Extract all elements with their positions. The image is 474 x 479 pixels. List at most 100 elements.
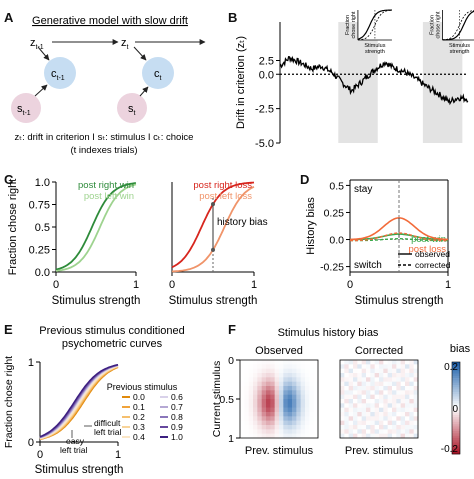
f-heatmap-cell [409, 381, 414, 387]
x-tick-label: 1 [251, 279, 257, 291]
f-heatmap-cell [370, 433, 375, 439]
f-heatmap-cell [261, 373, 267, 378]
f-colorbar-label: bias [450, 343, 471, 355]
f-heatmap-cell [353, 373, 358, 378]
f-heatmap-cell [405, 394, 410, 400]
f-colorbar-tick-label: 0 [452, 404, 458, 415]
f-colorbar-cell [452, 408, 460, 411]
f-heatmap-cell [400, 403, 406, 408]
f-heatmap-cell [261, 420, 267, 426]
f-heatmap-cell [348, 386, 354, 391]
f-heatmap-cell [248, 364, 254, 369]
f-heatmap-cell [353, 412, 358, 417]
f-heatmap-cell [261, 381, 267, 387]
f-heatmap-cell [405, 429, 410, 434]
d-corrected-1 [350, 232, 448, 242]
f-heatmap-cell [244, 390, 249, 395]
f-heatmap-cell [287, 416, 293, 421]
c-right-legend-1: post left loss [199, 191, 252, 202]
f-heatmap-cell [287, 425, 293, 430]
arrow-sprev-cprev [34, 84, 48, 97]
history-bias-label: history bias [217, 217, 268, 228]
e-legend-label-6: 0.7 [171, 402, 183, 412]
f-heatmap-cell [313, 390, 319, 395]
f-heatmap-cell [353, 407, 358, 413]
f-heatmap-cell [248, 420, 254, 426]
f-heatmap-cell [340, 394, 345, 400]
f-heatmap-cell [413, 373, 419, 378]
f-heatmap-cell [270, 364, 275, 369]
f-heatmap-cell [270, 420, 275, 426]
f-heatmap-cell [361, 425, 367, 430]
f-heatmap-cell [374, 373, 380, 378]
f-heatmap-cell [357, 425, 362, 430]
x-tick-label: 0 [37, 449, 43, 461]
x-tick-label: 1 [115, 449, 121, 461]
f-heatmap-cell [287, 399, 293, 404]
f-heatmap-cell [309, 420, 314, 426]
y-tick-label: 0.0 [259, 69, 274, 81]
f-heatmap-cell [409, 399, 414, 404]
f-colorbar-cell [452, 412, 460, 416]
f-heatmap-cell [357, 407, 362, 413]
node-s-cur: st [128, 103, 136, 117]
f-heatmap-cell [361, 377, 367, 382]
f-heatmap-cell [340, 416, 345, 421]
f-heatmap-cell [309, 368, 314, 374]
panel-b-chart: 2.50.0 -2.5 -5.0 Drift in criterion (zₜ) Fra… [235, 9, 474, 150]
f-heatmap-cell [279, 425, 284, 430]
f-heatmap-cell [287, 390, 293, 395]
f-heatmap-cell [379, 381, 384, 387]
f-heatmap-cell [374, 403, 380, 408]
f-heatmap-cell [305, 368, 310, 374]
panel-label-c: C [4, 172, 14, 187]
e-legend-title: Previous stimulus [107, 382, 178, 392]
f-heatmap-cell [344, 399, 349, 404]
f-heatmap-cell [261, 425, 267, 430]
y-tick-label: -0.25 [320, 262, 344, 274]
y-tick-label: 0.25 [324, 207, 345, 219]
f-heatmap-cell [279, 403, 284, 408]
f-heatmap-cell [344, 407, 349, 413]
f-heatmap-cell [361, 368, 367, 374]
f-heatmap-cell [383, 373, 388, 378]
e-legend-label-0: 0.0 [133, 392, 145, 402]
f-heatmap-cell [274, 373, 280, 378]
f-heatmap-cell [313, 377, 319, 382]
f-heatmap-cell [340, 390, 345, 395]
f-heatmap-cell [292, 394, 297, 400]
f-heatmap-cell [244, 425, 249, 430]
f-heatmap-cell [244, 386, 249, 391]
f-heatmap-cell [313, 386, 319, 391]
f-heatmap-cell [274, 420, 280, 426]
e-legend-label-3: 0.3 [133, 422, 145, 432]
f-heatmap-cell [387, 386, 393, 391]
f-heatmap-cell [387, 433, 393, 439]
f-heatmap-cell [405, 416, 410, 421]
f-colorbar-cell [452, 440, 460, 443]
f-heatmap-cell [253, 373, 258, 378]
f-heatmap-cell [274, 433, 280, 439]
f-heatmap-cell [405, 433, 410, 439]
y-tick-label: 0.25 [29, 245, 50, 257]
f-heatmap-cell [348, 433, 354, 439]
f-heatmap-cell [240, 420, 245, 426]
f-heatmap-cell [379, 390, 384, 395]
f-heatmap-cell [292, 381, 297, 387]
d-legend-1: post loss [409, 244, 447, 255]
f-heatmap-cell [240, 412, 245, 417]
f-heatmap-cell [261, 407, 267, 413]
f-heatmap-cell [283, 399, 288, 404]
y-tick-label: -5.0 [255, 138, 274, 150]
f-heatmap-cell [344, 368, 349, 374]
f-heatmap-cell [357, 416, 362, 421]
f-heatmap-cell [305, 429, 310, 434]
f-heatmap-cell [287, 412, 293, 417]
f-heatmap-cell [253, 377, 258, 382]
f-heatmap-cell [413, 412, 419, 417]
f-heatmap-cell [353, 399, 358, 404]
f-heatmap-cell [396, 425, 401, 430]
f-heatmap-cell [396, 364, 401, 369]
f-colorbar-cell [452, 382, 460, 386]
